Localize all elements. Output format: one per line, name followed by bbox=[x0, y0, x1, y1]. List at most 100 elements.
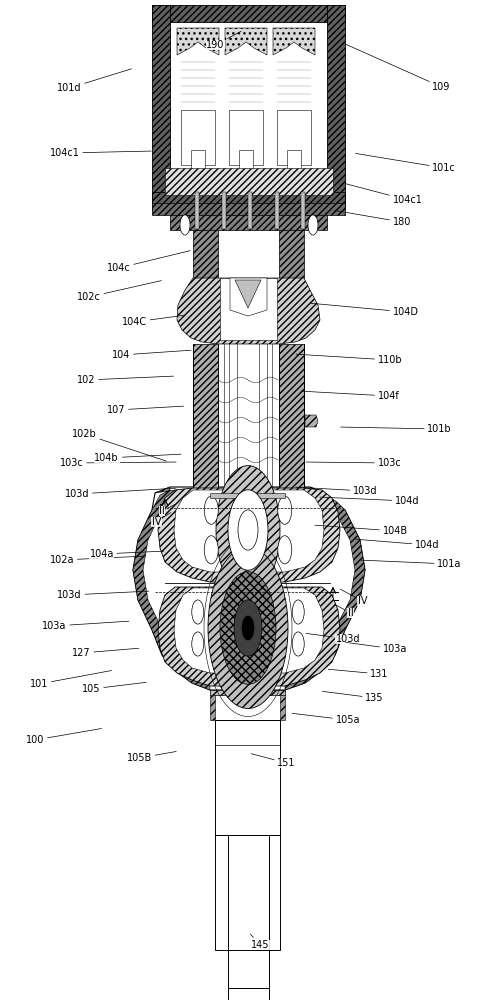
Text: 102: 102 bbox=[77, 375, 173, 385]
Text: 105B: 105B bbox=[127, 751, 176, 763]
Circle shape bbox=[180, 215, 190, 235]
Circle shape bbox=[308, 215, 318, 235]
Circle shape bbox=[216, 466, 280, 594]
Polygon shape bbox=[133, 487, 210, 690]
Polygon shape bbox=[158, 488, 340, 582]
Text: 104C: 104C bbox=[122, 315, 183, 327]
Circle shape bbox=[204, 536, 218, 564]
Text: 127: 127 bbox=[72, 648, 139, 658]
Bar bbox=[185, 170, 211, 190]
Text: 102b: 102b bbox=[72, 429, 166, 461]
Bar bbox=[215, 720, 280, 745]
Text: 102c: 102c bbox=[77, 281, 162, 302]
Polygon shape bbox=[152, 5, 345, 22]
Circle shape bbox=[242, 584, 254, 608]
Text: 151: 151 bbox=[251, 754, 296, 768]
Text: 101d: 101d bbox=[57, 69, 132, 93]
Text: 104D: 104D bbox=[311, 303, 418, 317]
Bar bbox=[191, 150, 205, 190]
Polygon shape bbox=[327, 5, 345, 210]
Bar bbox=[215, 835, 280, 950]
Polygon shape bbox=[230, 278, 267, 316]
Polygon shape bbox=[158, 587, 340, 686]
Text: 100: 100 bbox=[26, 728, 101, 745]
Circle shape bbox=[220, 572, 276, 684]
Bar bbox=[218, 278, 279, 326]
Text: 105a: 105a bbox=[292, 713, 360, 725]
Polygon shape bbox=[220, 278, 277, 340]
Polygon shape bbox=[133, 487, 365, 690]
Text: 103c: 103c bbox=[306, 458, 402, 468]
Circle shape bbox=[238, 510, 258, 550]
Text: 101b: 101b bbox=[341, 424, 452, 434]
Polygon shape bbox=[280, 695, 285, 720]
Bar bbox=[224, 495, 272, 646]
Text: IV: IV bbox=[340, 589, 367, 606]
Circle shape bbox=[228, 490, 268, 570]
Text: 102a: 102a bbox=[50, 555, 144, 565]
Text: II: II bbox=[159, 504, 175, 516]
Text: 103d: 103d bbox=[306, 633, 360, 644]
Circle shape bbox=[292, 632, 304, 656]
Circle shape bbox=[192, 600, 204, 624]
Polygon shape bbox=[177, 28, 219, 55]
Text: II: II bbox=[334, 604, 354, 618]
Bar bbox=[277, 110, 311, 165]
Text: 105: 105 bbox=[82, 682, 146, 694]
Polygon shape bbox=[235, 280, 261, 308]
Text: 104a: 104a bbox=[89, 549, 164, 559]
Text: 104c1: 104c1 bbox=[50, 148, 151, 158]
Bar bbox=[210, 493, 285, 498]
Text: 145: 145 bbox=[250, 934, 269, 950]
Text: 107: 107 bbox=[107, 405, 183, 415]
Circle shape bbox=[204, 496, 218, 524]
Text: 103d: 103d bbox=[65, 488, 176, 499]
Polygon shape bbox=[152, 5, 170, 210]
Bar bbox=[237, 495, 259, 646]
Bar bbox=[301, 192, 305, 229]
Text: 101: 101 bbox=[30, 671, 112, 689]
Bar bbox=[229, 110, 263, 165]
Polygon shape bbox=[170, 215, 327, 230]
Text: 104: 104 bbox=[112, 350, 191, 360]
Polygon shape bbox=[177, 278, 320, 344]
Text: 103c: 103c bbox=[60, 458, 176, 468]
Text: 104B: 104B bbox=[315, 525, 408, 536]
Polygon shape bbox=[193, 230, 218, 278]
Circle shape bbox=[242, 616, 254, 640]
Polygon shape bbox=[273, 28, 315, 55]
Polygon shape bbox=[193, 344, 218, 495]
Polygon shape bbox=[174, 490, 324, 572]
Bar bbox=[228, 988, 269, 1000]
Bar bbox=[248, 192, 252, 229]
Polygon shape bbox=[152, 203, 345, 215]
Text: 103a: 103a bbox=[42, 621, 129, 631]
Text: 104c1: 104c1 bbox=[345, 184, 422, 205]
Polygon shape bbox=[279, 230, 304, 278]
Circle shape bbox=[292, 600, 304, 624]
Circle shape bbox=[278, 536, 292, 564]
Text: 109: 109 bbox=[345, 44, 451, 92]
Text: 135: 135 bbox=[323, 691, 384, 703]
Text: 103d: 103d bbox=[296, 486, 377, 496]
Circle shape bbox=[192, 632, 204, 656]
Text: IV: IV bbox=[152, 513, 170, 527]
Circle shape bbox=[234, 600, 262, 656]
Bar bbox=[222, 192, 226, 229]
Polygon shape bbox=[210, 690, 285, 695]
Text: 110b: 110b bbox=[296, 354, 403, 365]
Text: 101a: 101a bbox=[361, 559, 462, 569]
Circle shape bbox=[208, 548, 288, 708]
Text: 190: 190 bbox=[206, 31, 241, 50]
Polygon shape bbox=[225, 28, 267, 55]
Bar bbox=[281, 170, 307, 190]
Polygon shape bbox=[210, 695, 215, 720]
Text: 180: 180 bbox=[335, 210, 411, 227]
Text: 104d: 104d bbox=[356, 539, 439, 550]
Bar bbox=[239, 150, 253, 190]
Bar bbox=[287, 150, 301, 190]
Text: 104d: 104d bbox=[320, 496, 419, 506]
Circle shape bbox=[242, 648, 254, 672]
Circle shape bbox=[278, 496, 292, 524]
Polygon shape bbox=[152, 192, 345, 210]
